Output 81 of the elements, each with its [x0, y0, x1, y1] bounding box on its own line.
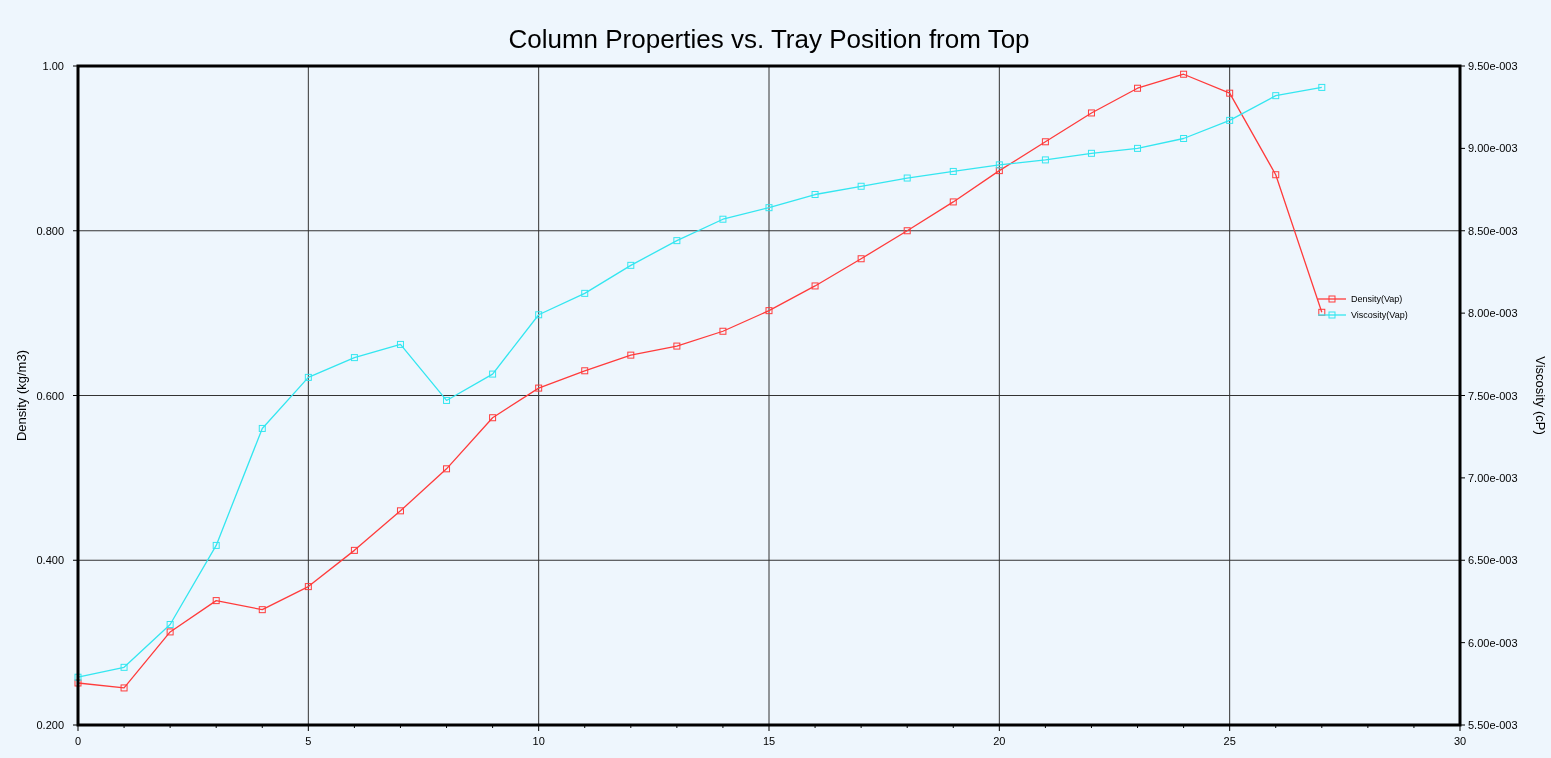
point: [1041, 156, 1049, 164]
point: [719, 215, 727, 223]
point: [1087, 149, 1095, 157]
point: [443, 465, 451, 473]
point: [903, 174, 911, 182]
point: [1087, 109, 1095, 117]
point: [811, 191, 819, 199]
point: [627, 351, 635, 359]
point: [765, 307, 773, 315]
point: [489, 414, 497, 422]
point: [350, 354, 358, 362]
y2-tick-label: 9.50e-003: [1468, 60, 1518, 72]
legend-label: Density(Vap): [1351, 294, 1403, 304]
y2-tick-label: 6.50e-003: [1468, 554, 1518, 567]
point: [857, 255, 865, 263]
point: [995, 161, 1003, 169]
point: [1134, 84, 1142, 92]
point: [396, 340, 404, 348]
x-tick-label: 5: [305, 735, 312, 747]
point: [304, 373, 312, 381]
point: [581, 367, 589, 375]
point: [1318, 83, 1326, 91]
point: [74, 673, 82, 681]
point: [166, 628, 174, 636]
point: [1041, 138, 1049, 146]
y-tick-label: 0.200: [36, 719, 64, 731]
point: [673, 342, 681, 350]
y2-tick-label: 7.50e-003: [1468, 389, 1518, 402]
point: [258, 424, 266, 432]
y2-tick-label: 7.00e-003: [1468, 471, 1518, 484]
x-tick-label: 0: [74, 735, 82, 747]
legend-label: Viscosity(Vap): [1351, 310, 1408, 320]
y2-tick-label: 6.00e-003: [1468, 636, 1518, 649]
point: [258, 606, 266, 614]
point: [535, 311, 543, 319]
chart-title: Column Properties vs. Tray Position from Top: [508, 24, 1030, 54]
x-tick-label: 15: [762, 735, 776, 747]
y-tick-label: 1.00: [42, 60, 64, 72]
y2-tick-label: 9.00e-003: [1468, 142, 1518, 155]
point: [995, 167, 1003, 175]
y2-axis-title: Viscosity (cP): [1533, 356, 1548, 435]
point: [765, 204, 773, 212]
point: [949, 198, 957, 206]
point: [166, 621, 174, 628]
point: [443, 396, 451, 404]
point: [1272, 92, 1280, 100]
point: [489, 370, 497, 378]
point: [120, 663, 128, 671]
point: [304, 583, 312, 591]
point: [212, 541, 220, 549]
x-tick-label: 20: [993, 735, 1006, 747]
point: [1180, 70, 1188, 78]
y-tick-label: 0.400: [36, 554, 64, 567]
point: [581, 289, 589, 297]
point: [627, 261, 635, 269]
y2-tick-label: 8.00e-003: [1468, 307, 1518, 320]
x-tick-label: 25: [1223, 735, 1236, 747]
point: [673, 237, 681, 245]
point: [811, 282, 819, 290]
point: [535, 384, 543, 392]
y-tick-label: 0.600: [36, 389, 64, 402]
point: [1180, 134, 1188, 142]
point: [396, 507, 404, 515]
point: [120, 684, 128, 692]
point: [1226, 116, 1234, 124]
point: [350, 546, 358, 554]
point: [949, 167, 957, 175]
point: [1134, 144, 1142, 152]
point: [74, 679, 82, 687]
point: [212, 597, 220, 605]
point: [719, 327, 727, 335]
point: [1272, 171, 1280, 179]
y2-tick-label: 5.50e-003: [1468, 719, 1518, 731]
x-tick-label: 30: [1453, 735, 1467, 747]
point: [857, 182, 865, 190]
y-axis-title: Density (kg/m3): [14, 349, 29, 442]
point: [903, 227, 911, 235]
y2-tick-label: 8.50e-003: [1468, 224, 1518, 237]
y-tick-label: 0.800: [36, 224, 64, 237]
point: [1226, 89, 1234, 97]
x-tick-label: 10: [532, 735, 545, 747]
